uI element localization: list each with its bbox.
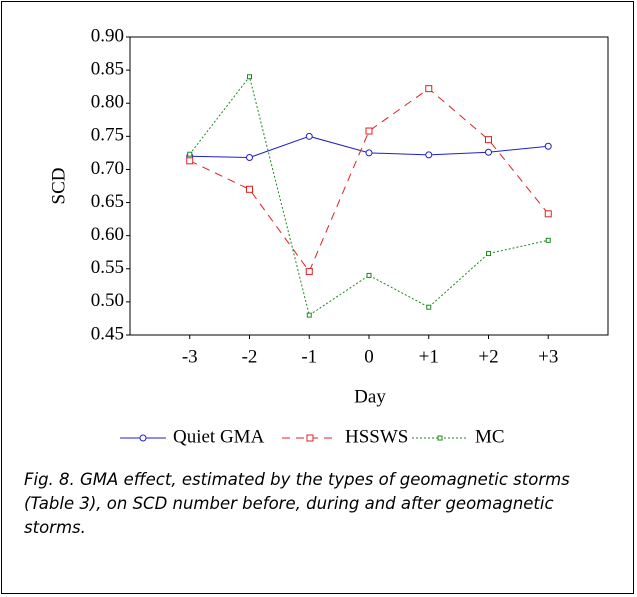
data-point bbox=[246, 154, 253, 162]
data-point bbox=[305, 267, 313, 275]
x-tick-label: +2 bbox=[478, 346, 498, 367]
x-axis-label: Day bbox=[354, 386, 386, 407]
legend-marker bbox=[437, 435, 443, 441]
data-point bbox=[425, 151, 433, 159]
y-tick-label: 0.65 bbox=[91, 191, 124, 212]
data-point bbox=[187, 151, 193, 157]
x-tick-label: +3 bbox=[538, 346, 558, 367]
x-tick-label: -2 bbox=[242, 346, 258, 367]
data-point bbox=[306, 312, 312, 318]
y-tick-label: 0.80 bbox=[91, 92, 124, 113]
data-point bbox=[426, 304, 432, 310]
data-point bbox=[425, 85, 433, 93]
legend-marker bbox=[139, 434, 147, 442]
y-tick-label: 0.55 bbox=[91, 257, 124, 278]
data-point bbox=[544, 142, 552, 150]
data-point bbox=[544, 210, 552, 218]
y-axis-label: SCD bbox=[48, 168, 69, 205]
data-point bbox=[545, 237, 551, 243]
data-point bbox=[486, 251, 491, 257]
y-tick-label: 0.45 bbox=[91, 323, 124, 344]
legend-marker bbox=[306, 434, 314, 442]
series-line bbox=[189, 88, 549, 273]
y-tick-label: 0.75 bbox=[91, 125, 124, 146]
legend-label: HSSWS bbox=[345, 426, 408, 447]
x-tick-label: 0 bbox=[364, 346, 374, 367]
data-point bbox=[485, 136, 492, 144]
data-point bbox=[247, 74, 252, 80]
x-tick-label: -1 bbox=[301, 346, 317, 367]
data-point bbox=[366, 272, 372, 278]
caption: Fig. 8. GMA effect, estimated by the typ… bbox=[24, 470, 570, 537]
data-point bbox=[365, 127, 373, 135]
data-point bbox=[485, 148, 492, 156]
legend-label: Quiet GMA bbox=[173, 426, 265, 447]
y-tick-label: 0.85 bbox=[91, 58, 124, 79]
x-tick-label: -3 bbox=[182, 346, 198, 367]
data-point bbox=[305, 132, 313, 140]
y-tick-label: 0.50 bbox=[91, 290, 124, 311]
y-tick-label: 0.60 bbox=[91, 224, 124, 245]
series-line bbox=[189, 75, 549, 316]
data-point bbox=[246, 185, 253, 193]
x-tick-label: +1 bbox=[419, 346, 439, 367]
y-tick-label: 0.90 bbox=[91, 25, 124, 46]
legend-label: MC bbox=[475, 426, 505, 447]
plot-frame bbox=[129, 36, 609, 336]
data-point bbox=[365, 149, 373, 157]
y-tick-label: 0.70 bbox=[91, 158, 124, 179]
data-point bbox=[186, 157, 194, 165]
